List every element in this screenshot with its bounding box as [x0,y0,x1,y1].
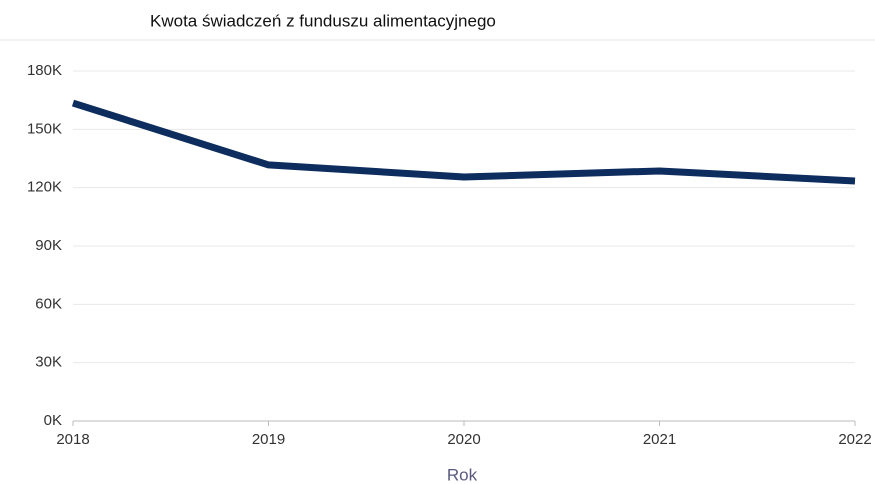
y-tick-label: 60K [35,295,62,312]
series-line [71,99,856,185]
y-tick-label: 120K [27,179,62,196]
y-tick-label: 90K [35,237,62,254]
chart-title: Kwota świadczeń z funduszu alimentacyjne… [150,11,496,30]
y-tick-label: 150K [27,120,62,137]
x-tick-label: 2018 [56,431,89,448]
x-tick-label: 2019 [252,431,285,448]
y-tick-label: 0K [44,412,62,429]
x-axis-label: Rok [447,465,478,484]
y-tick-label: 30K [35,354,62,371]
x-tick-label: 2022 [838,431,871,448]
x-tick-label: 2021 [643,431,676,448]
y-tick-label: 180K [27,62,62,79]
x-tick-label: 2020 [447,431,480,448]
